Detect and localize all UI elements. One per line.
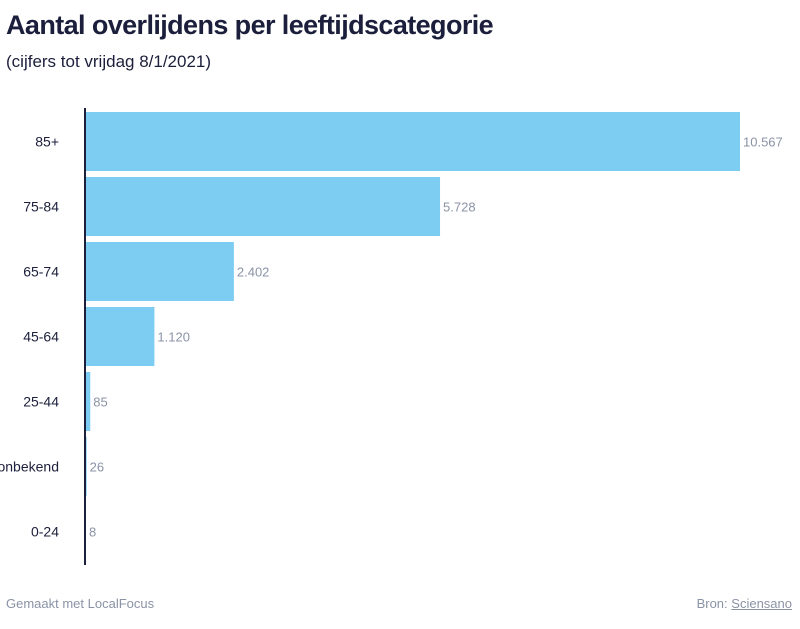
source-link[interactable]: Sciensano xyxy=(731,596,792,611)
value-label: 10.567 xyxy=(743,135,783,150)
value-label: 85 xyxy=(93,395,107,410)
bar-85+ xyxy=(85,112,740,171)
credit-text: Gemaakt met LocalFocus xyxy=(6,596,155,611)
chart-subtitle: (cijfers tot vrijdag 8/1/2021) xyxy=(6,52,212,71)
value-label: 8 xyxy=(89,525,96,540)
bar-75-84 xyxy=(85,177,441,236)
category-label: 25-44 xyxy=(23,394,59,410)
chart-title: Aantal overlijdens per leeftijdscategori… xyxy=(6,10,494,40)
category-label: 75-84 xyxy=(23,199,59,215)
source-prefix: Bron: xyxy=(696,596,728,611)
value-label: 2.402 xyxy=(237,265,270,280)
bar-45-64 xyxy=(85,307,155,366)
value-label: 26 xyxy=(90,460,104,475)
category-label: 0-24 xyxy=(31,524,59,540)
bar-65-74 xyxy=(85,242,234,301)
category-label: onbekend xyxy=(0,459,59,475)
source-text: Bron: Sciensano xyxy=(697,596,792,611)
bar-25-44 xyxy=(85,372,91,431)
category-label: 65-74 xyxy=(23,264,59,280)
value-label: 1.120 xyxy=(157,330,190,345)
value-label: 5.728 xyxy=(443,200,476,215)
category-label: 85+ xyxy=(35,134,59,150)
category-label: 45-64 xyxy=(23,329,59,345)
